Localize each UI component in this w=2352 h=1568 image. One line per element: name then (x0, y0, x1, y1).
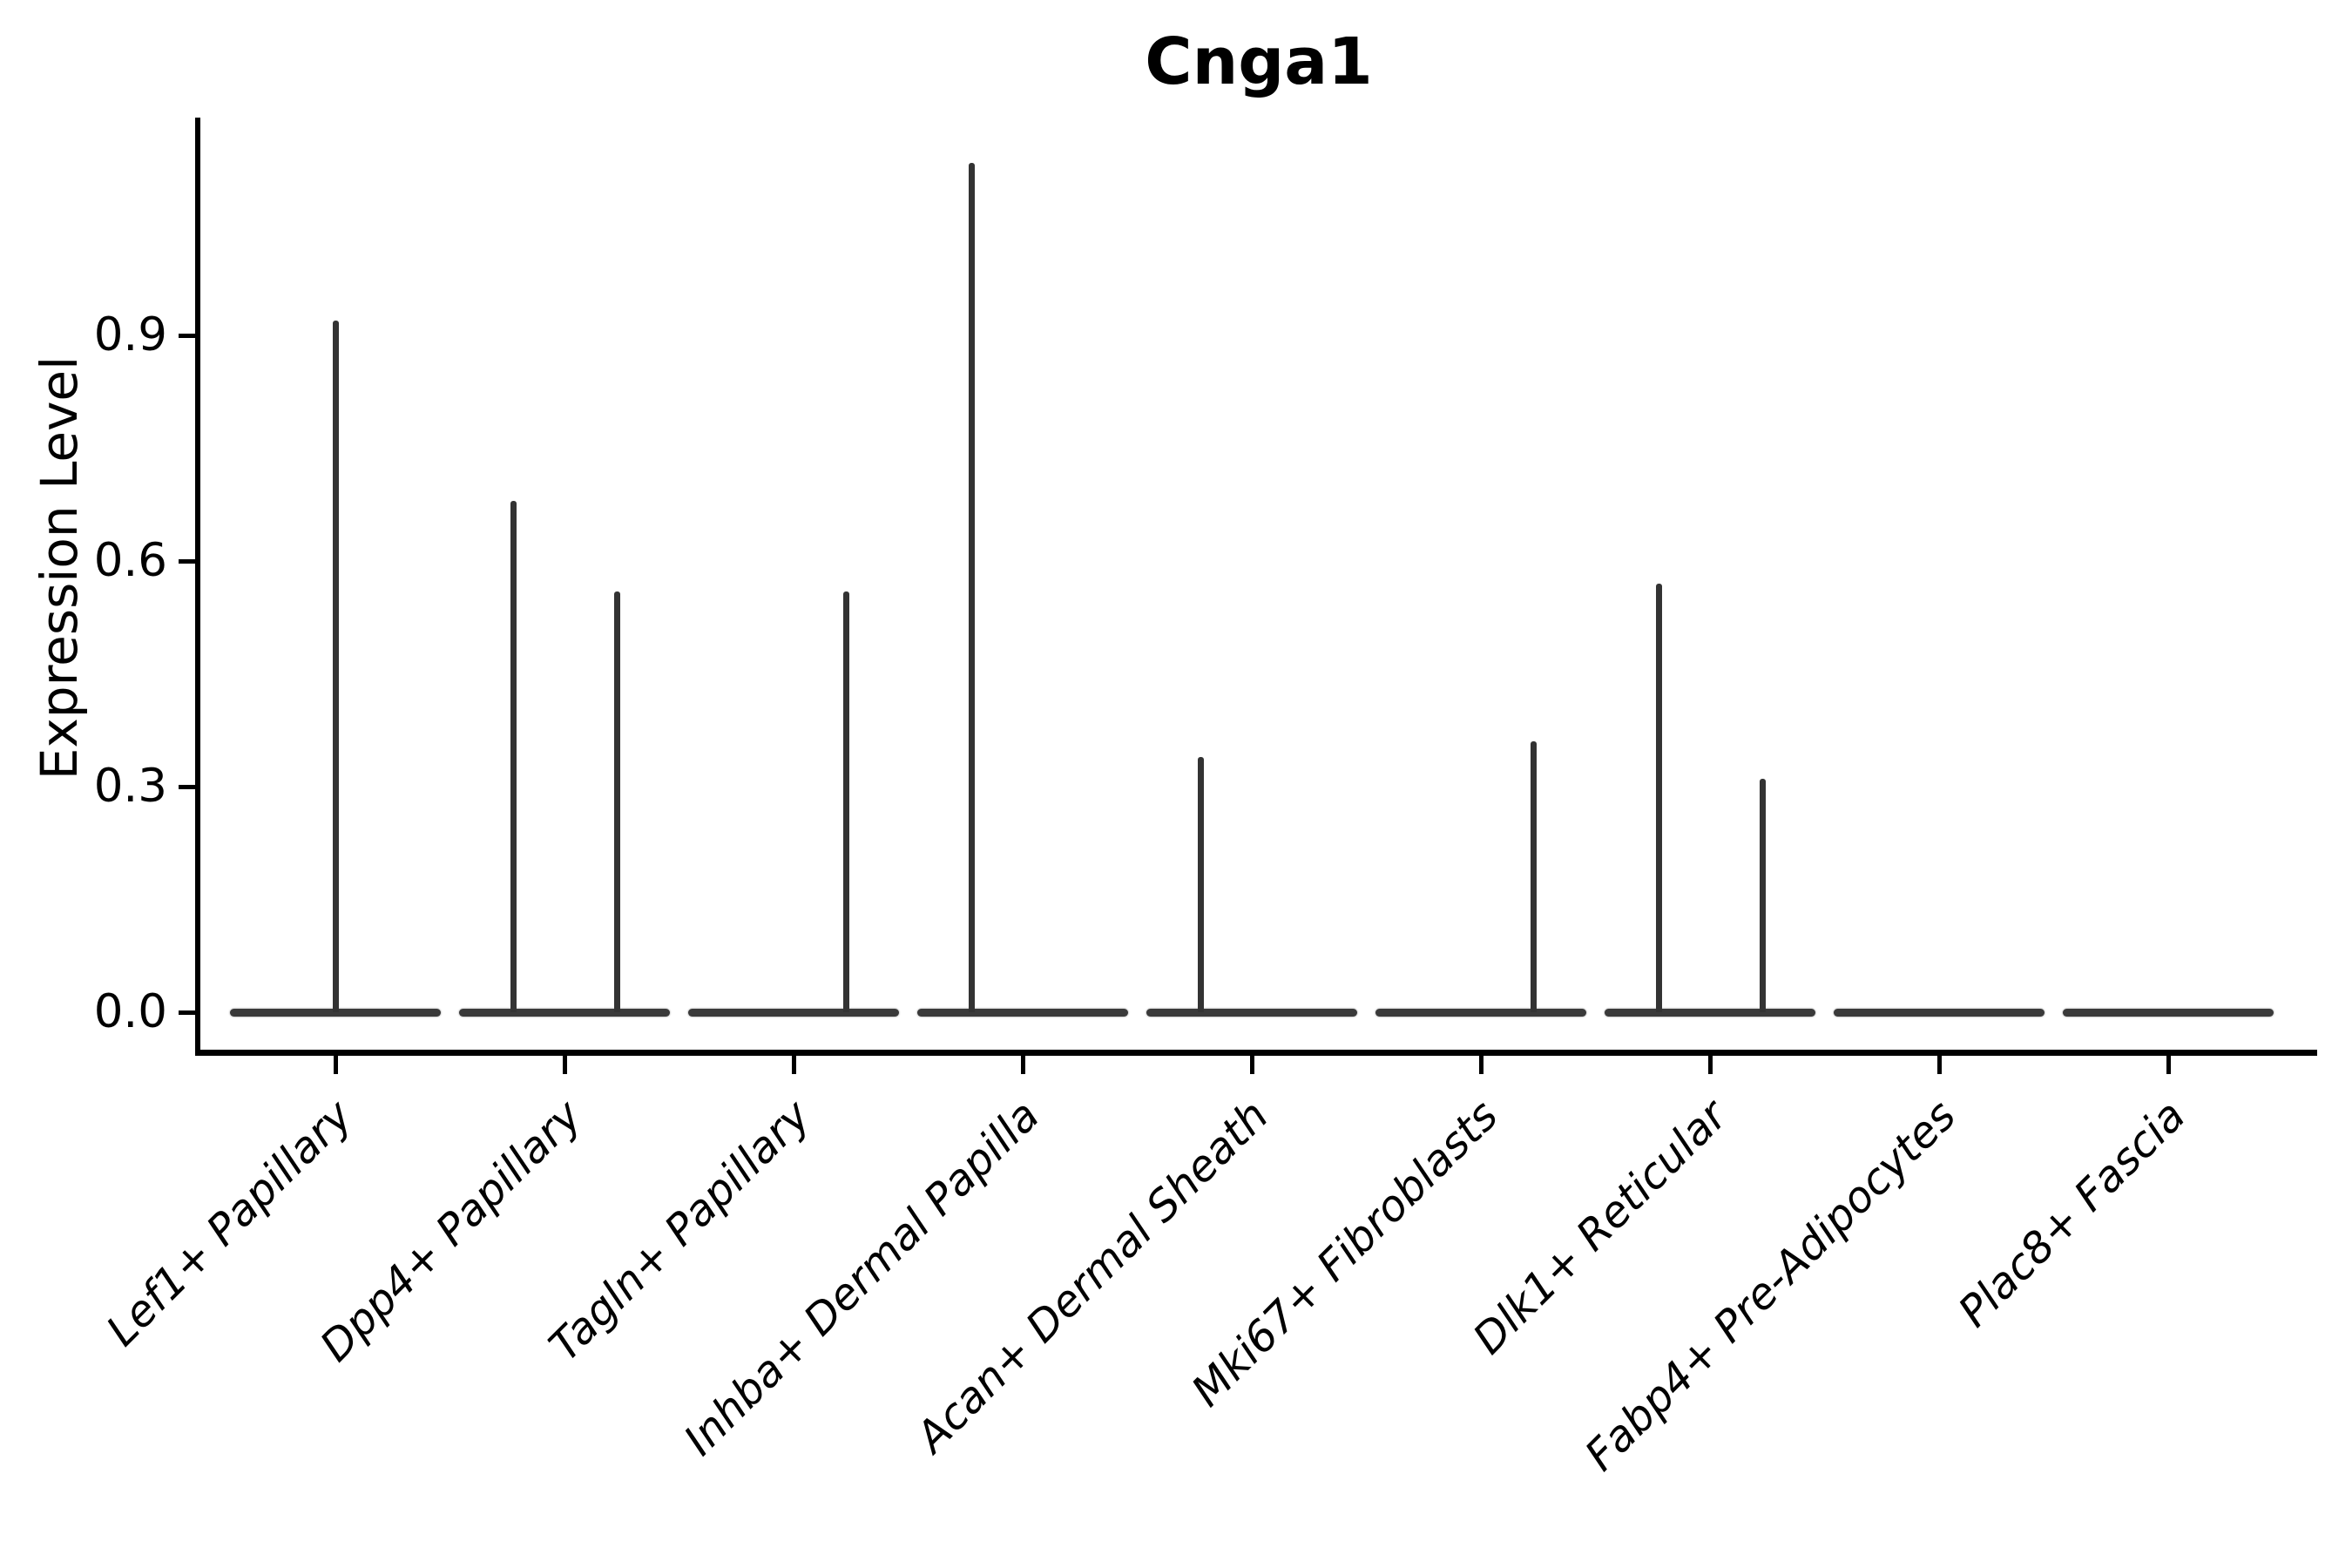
violin-base (1605, 1008, 1815, 1017)
violin-base (230, 1008, 441, 1017)
x-tick (333, 1052, 338, 1074)
violin-base (917, 1008, 1128, 1017)
y-tick-label: 0.0 (93, 985, 167, 1038)
x-tick (1249, 1052, 1254, 1074)
y-tick (179, 558, 198, 564)
violin-base (1834, 1008, 2044, 1017)
violin-base (1146, 1008, 1357, 1017)
x-tick (1478, 1052, 1484, 1074)
chart-title: Cnga1 (1145, 24, 1373, 99)
expression-spike (510, 501, 517, 1012)
expression-spike (968, 162, 975, 1012)
expression-spike (1197, 756, 1204, 1012)
violin-base (459, 1008, 670, 1017)
violin-base (688, 1008, 899, 1017)
x-tick-label: Dlk1+ Reticular (1463, 1091, 1737, 1364)
y-tick (179, 1010, 198, 1015)
y-tick-label: 0.3 (93, 760, 167, 814)
x-tick (2166, 1052, 2171, 1074)
expression-spike (1759, 779, 1766, 1012)
x-tick (1936, 1052, 1942, 1074)
x-tick (562, 1052, 567, 1074)
y-tick (179, 784, 198, 789)
expression-spike (842, 591, 849, 1012)
y-axis-spine (195, 118, 200, 1056)
y-tick-label: 0.9 (93, 308, 167, 362)
x-tick-label: Plac8+ Fascia (1948, 1091, 2195, 1337)
x-tick-label: Lef1+ Papillary (97, 1091, 362, 1356)
x-tick-label: Fabp4+ Pre-Adipocytes (1575, 1091, 1966, 1481)
expression-spike (613, 591, 620, 1012)
x-tick (1020, 1052, 1025, 1074)
x-tick (791, 1052, 796, 1074)
x-axis-spine (195, 1050, 2317, 1056)
violin-base (2063, 1008, 2274, 1017)
y-tick-label: 0.6 (93, 534, 167, 588)
expression-spike (1530, 741, 1537, 1012)
y-tick (179, 333, 198, 338)
x-tick (1707, 1052, 1713, 1074)
violin-base (1375, 1008, 1586, 1017)
expression-spike (332, 321, 339, 1012)
expression-spike (1655, 584, 1662, 1012)
